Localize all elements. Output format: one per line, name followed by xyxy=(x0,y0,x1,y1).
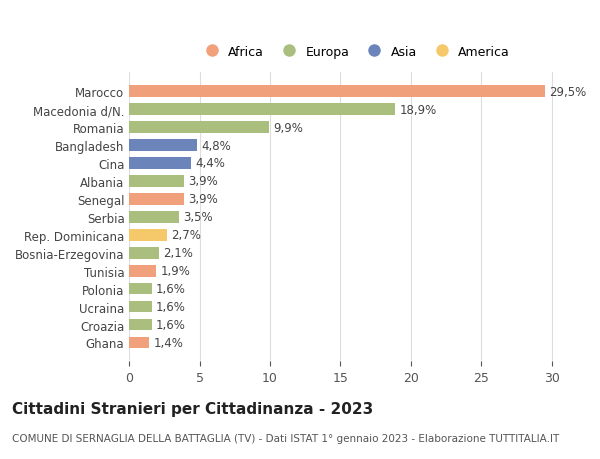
Text: 2,7%: 2,7% xyxy=(172,229,202,242)
Text: 3,9%: 3,9% xyxy=(188,175,218,188)
Bar xyxy=(130,140,197,151)
Text: 1,9%: 1,9% xyxy=(160,265,190,278)
Text: 18,9%: 18,9% xyxy=(400,103,437,117)
Bar xyxy=(130,86,545,98)
Bar xyxy=(130,265,156,277)
Text: 1,4%: 1,4% xyxy=(153,336,183,349)
Text: 1,6%: 1,6% xyxy=(156,283,186,296)
Bar xyxy=(130,283,152,295)
Bar xyxy=(130,247,159,259)
Bar xyxy=(130,230,167,241)
Text: 2,1%: 2,1% xyxy=(163,246,193,260)
Text: 3,5%: 3,5% xyxy=(183,211,212,224)
Bar xyxy=(130,122,269,134)
Bar xyxy=(130,158,191,169)
Text: 3,9%: 3,9% xyxy=(188,193,218,206)
Bar xyxy=(130,212,179,223)
Bar xyxy=(130,301,152,313)
Bar xyxy=(130,337,149,348)
Text: COMUNE DI SERNAGLIA DELLA BATTAGLIA (TV) - Dati ISTAT 1° gennaio 2023 - Elaboraz: COMUNE DI SERNAGLIA DELLA BATTAGLIA (TV)… xyxy=(12,433,559,442)
Text: 1,6%: 1,6% xyxy=(156,319,186,331)
Text: 4,8%: 4,8% xyxy=(201,139,231,152)
Text: 4,4%: 4,4% xyxy=(196,157,226,170)
Text: 29,5%: 29,5% xyxy=(549,85,586,99)
Text: Cittadini Stranieri per Cittadinanza - 2023: Cittadini Stranieri per Cittadinanza - 2… xyxy=(12,401,373,416)
Text: 9,9%: 9,9% xyxy=(273,121,303,134)
Bar xyxy=(130,104,395,116)
Bar xyxy=(130,176,184,187)
Bar xyxy=(130,194,184,205)
Bar xyxy=(130,319,152,330)
Text: 1,6%: 1,6% xyxy=(156,301,186,313)
Legend: Africa, Europa, Asia, America: Africa, Europa, Asia, America xyxy=(196,42,514,62)
